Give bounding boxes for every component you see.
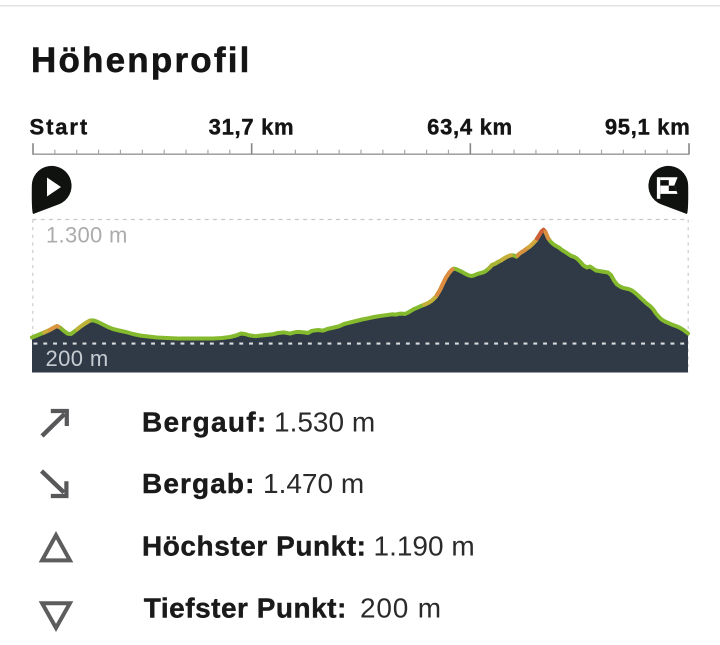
svg-text:Höchster Punkt:: Höchster Punkt: xyxy=(142,531,367,562)
svg-text:95,1 km: 95,1 km xyxy=(605,115,691,140)
svg-text:200 m: 200 m xyxy=(360,592,442,623)
svg-text:31,7 km: 31,7 km xyxy=(209,115,295,140)
svg-text:1.190 m: 1.190 m xyxy=(374,531,475,562)
svg-text:63,4 km: 63,4 km xyxy=(427,115,513,140)
svg-text:1.300 m: 1.300 m xyxy=(46,223,128,248)
svg-text:1.530 m: 1.530 m xyxy=(274,407,375,438)
svg-text:1.470 m: 1.470 m xyxy=(263,468,364,499)
svg-text:Start: Start xyxy=(30,115,90,140)
svg-text:Bergab:: Bergab: xyxy=(142,468,256,499)
svg-text:Höhenprofil: Höhenprofil xyxy=(31,41,252,80)
svg-text:Bergauf:: Bergauf: xyxy=(142,407,268,438)
svg-text:200 m: 200 m xyxy=(46,346,109,371)
svg-text:Tiefster Punkt:: Tiefster Punkt: xyxy=(144,592,347,623)
